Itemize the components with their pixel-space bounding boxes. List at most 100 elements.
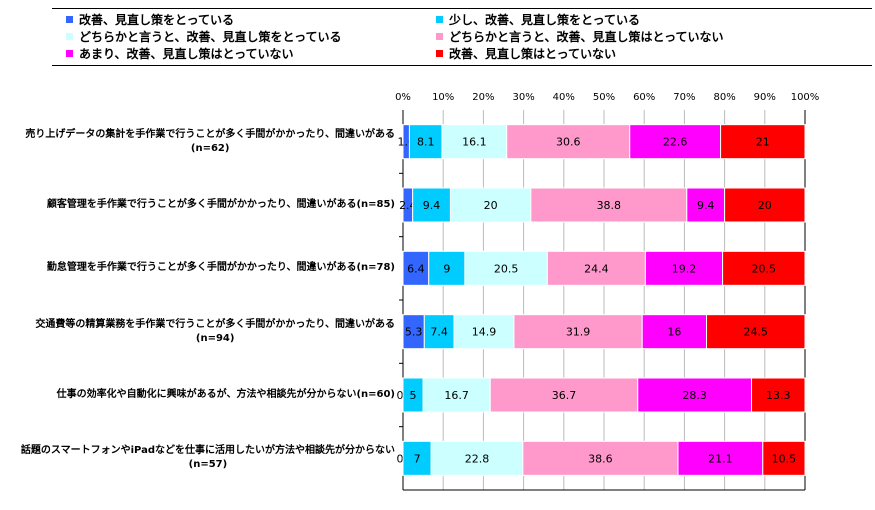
legend-label: 改善、見直し策はとっていない — [449, 47, 617, 61]
bar-segment — [686, 187, 726, 223]
bar-segment — [751, 377, 806, 413]
legend-swatch — [66, 33, 73, 40]
bar-segment — [641, 314, 708, 350]
data-label: 0 — [397, 389, 404, 402]
bar-segment — [722, 250, 806, 286]
x-tick-label: 70% — [673, 92, 696, 103]
legend-label: あまり、改善、見直し策はとっていない — [79, 47, 294, 61]
data-label: 6.4 — [407, 262, 425, 275]
bar-segment — [422, 377, 491, 413]
x-tick-label: 10% — [432, 92, 455, 103]
legend-swatch — [436, 16, 443, 23]
bar-segment — [724, 187, 806, 223]
x-tick-label: 90% — [753, 92, 776, 103]
data-label: 9 — [443, 262, 450, 275]
category-text: 顧客管理を手作業で行うことが多く手間がかかったり、間違いがある(n=85) — [46, 199, 395, 210]
legend-label: 少し、改善、見直し策をとっている — [449, 13, 641, 27]
bar-segment — [428, 250, 466, 286]
data-label: 7.4 — [430, 326, 448, 339]
legend-item: 少し、改善、見直し策をとっている — [436, 12, 640, 28]
bar-segment — [677, 440, 764, 476]
bar-segment — [408, 124, 443, 160]
data-label: 16.7 — [444, 389, 469, 402]
bar-segment — [506, 124, 631, 160]
data-label: 0 — [397, 452, 404, 465]
data-label: 21 — [756, 136, 770, 149]
data-label: 8.1 — [417, 136, 435, 149]
bar-segment — [453, 314, 515, 350]
x-tick-label: 40% — [552, 92, 575, 103]
category-label: 交通費等の精算業務を手作業で行うことが多く手間がかかったり、間違いがある (n=9… — [35, 318, 395, 346]
legend-swatch — [436, 33, 443, 40]
bar-segment — [423, 314, 455, 350]
legend-label: 改善、見直し策をとっている — [79, 13, 235, 27]
bar-segment — [402, 440, 432, 476]
legend: 改善、見直し策をとっている 少し、改善、見直し策をとっているどちらかと言うと、改善… — [52, 8, 872, 66]
bar-segment — [644, 250, 724, 286]
x-tick-label: 30% — [512, 92, 535, 103]
bar-segment — [513, 314, 643, 350]
bar-segment — [489, 377, 639, 413]
category-n: (n=94) — [195, 332, 235, 344]
data-label: 7 — [414, 452, 421, 465]
data-label: 38.8 — [597, 199, 622, 212]
category-label: 売り上げデータの集計を手作業で行うことが多く手間がかかったり、間違いがある (n=… — [25, 128, 395, 156]
data-label: 20.5 — [752, 262, 777, 275]
bar-segment — [530, 187, 688, 223]
data-label: 5.3 — [405, 326, 423, 339]
x-tick-label: 100% — [790, 92, 820, 103]
category-text: 勤怠管理を手作業で行うことが多く手間がかかったり、間違いがある(n=78) — [46, 262, 395, 274]
data-label: 38.6 — [588, 452, 613, 465]
data-label: 20.5 — [494, 262, 519, 275]
x-tick-label: 0% — [395, 92, 411, 103]
data-label: 36.7 — [552, 389, 577, 402]
category-label: 仕事の効率化や自動化に興味があるが、方法や相談先が分からない(n=60) — [57, 388, 395, 402]
category-text: 仕事の効率化や自動化に興味があるが、方法や相談先が分からない(n=60) — [56, 389, 395, 400]
legend-item: 改善、見直し策をとっている — [66, 12, 234, 28]
legend-item: 改善、見直し策はとっていない — [436, 46, 616, 62]
category-label: 話題のスマートフォンやiPadなどを仕事に活用したいが方法や相談先が分からない (… — [21, 444, 395, 472]
data-label: 22.8 — [465, 452, 490, 465]
bar-segment — [402, 250, 430, 286]
x-tick-label: 60% — [633, 92, 656, 103]
bar-segment — [441, 124, 508, 160]
legend-swatch — [66, 50, 73, 57]
legend-swatch — [66, 16, 73, 23]
legend-swatch — [436, 50, 443, 57]
data-label: 24.4 — [584, 262, 609, 275]
data-label: 14.9 — [472, 326, 497, 339]
data-label: 20 — [758, 199, 772, 212]
bar-segment — [629, 124, 722, 160]
data-label: 28.3 — [682, 389, 707, 402]
category-label: 勤怠管理を手作業で行うことが多く手間がかかったり、間違いがある(n=78) — [47, 261, 395, 275]
data-label: 13.3 — [766, 389, 791, 402]
data-label: 20 — [484, 199, 498, 212]
x-tick-label: 50% — [592, 92, 616, 103]
data-label: 22.6 — [663, 136, 688, 149]
data-label: 5 — [410, 389, 417, 402]
category-text: 交通費等の精算業務を手作業で行うことが多く手間がかかったり、間違いがある — [35, 318, 395, 330]
data-label: 24.5 — [744, 326, 769, 339]
data-label: 21.1 — [708, 452, 733, 465]
bar-segment — [637, 377, 753, 413]
legend-item: どちらかと言うと、改善、見直し策をとっている — [66, 29, 342, 45]
legend-label: どちらかと言うと、改善、見直し策はとっていない — [449, 30, 724, 44]
data-label: 30.6 — [556, 136, 581, 149]
x-tick-label: 20% — [472, 92, 495, 103]
bar-segment — [762, 440, 806, 476]
data-label: 19.2 — [672, 262, 697, 275]
category-n: (n=57) — [188, 459, 228, 471]
data-label: 9.4 — [697, 199, 715, 212]
bar-segment — [720, 124, 806, 160]
category-text: 話題のスマートフォンやiPadなどを仕事に活用したいが方法や相談先が分からない — [20, 445, 395, 457]
legend-item: あまり、改善、見直し策はとっていない — [66, 46, 294, 62]
x-tick-label: 80% — [713, 92, 736, 103]
data-label: 31.9 — [566, 326, 591, 339]
category-text: 売り上げデータの集計を手作業で行うことが多く手間がかかったり、間違いがある — [25, 128, 395, 140]
bar-segment — [430, 440, 524, 476]
legend-label: どちらかと言うと、改善、見直し策をとっている — [79, 30, 342, 44]
bar-segment — [706, 314, 806, 350]
category-n: (n=62) — [190, 142, 230, 154]
